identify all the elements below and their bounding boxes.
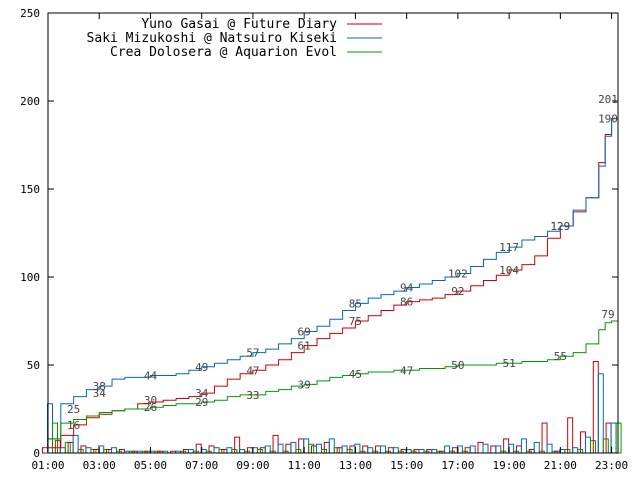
data-label-0-1: 34 <box>93 387 107 400</box>
data-label-1-5: 85 <box>349 297 362 310</box>
data-label-0-11: 201 <box>598 93 618 106</box>
data-label-1-4: 69 <box>298 326 311 339</box>
data-label-0-9: 104 <box>499 264 519 277</box>
x-tick-label-6: 13:00 <box>339 459 372 472</box>
y-tick-label-0: 0 <box>33 447 40 460</box>
data-label-1-7: 102 <box>448 267 468 280</box>
data-label-0-7: 86 <box>400 296 413 309</box>
data-label-0-0: 16 <box>67 419 80 432</box>
x-tick-label-3: 07:00 <box>185 459 218 472</box>
y-tick-label-5: 250 <box>20 7 40 20</box>
data-label-1-8: 117 <box>499 241 519 254</box>
y-axis: 0 50 100 150 200 250 <box>20 7 618 460</box>
data-label-2-2: 29 <box>195 396 208 409</box>
data-label-2-10: 79 <box>601 308 614 321</box>
y-tick-label-2: 100 <box>20 271 40 284</box>
x-tick-label-7: 15:00 <box>390 459 423 472</box>
series-line-0 <box>48 99 619 449</box>
x-tick-label-5: 11:00 <box>288 459 321 472</box>
series-line-1 <box>48 118 618 440</box>
bar-2-44 <box>615 422 622 454</box>
data-label-2-5: 45 <box>349 368 362 381</box>
data-label-1-2: 49 <box>195 361 208 374</box>
x-tick-label-10: 21:00 <box>544 459 577 472</box>
x-tick-label-0: 01:00 <box>31 459 64 472</box>
x-tick-label-1: 03:00 <box>83 459 116 472</box>
lines-layer <box>48 99 619 449</box>
data-label-1-6: 94 <box>400 282 414 295</box>
data-label-0-10: 129 <box>550 220 570 233</box>
x-tick-label-4: 09:00 <box>236 459 269 472</box>
x-tick-label-8: 17:00 <box>441 459 474 472</box>
data-label-0-2: 30 <box>144 394 157 407</box>
data-label-2-3: 33 <box>246 389 259 402</box>
series-line-2 <box>48 313 619 440</box>
data-label-0-5: 61 <box>298 340 311 353</box>
data-label-1-3: 57 <box>246 347 259 360</box>
data-label-2-0: 25 <box>67 403 80 416</box>
y-tick-label-1: 50 <box>27 359 40 372</box>
data-label-2-1: 26 <box>144 401 157 414</box>
x-tick-label-11: 23:00 <box>595 459 628 472</box>
x-tick-label-2: 05:00 <box>134 459 167 472</box>
data-label-2-4: 39 <box>298 378 311 391</box>
data-label-2-6: 47 <box>400 364 413 377</box>
data-label-0-3: 34 <box>195 387 209 400</box>
data-label-1-1: 44 <box>144 370 158 383</box>
y-tick-label-3: 150 <box>20 183 40 196</box>
legend-label-0: Yuno Gasai @ Future Diary <box>141 17 337 32</box>
plot-frame <box>47 12 619 454</box>
data-label-1-9: 129 <box>550 220 570 233</box>
data-label-0-6: 75 <box>349 315 362 328</box>
data-label-2-7: 50 <box>451 359 464 372</box>
data-label-2-8: 51 <box>502 357 515 370</box>
data-label-1-10: 190 <box>598 113 618 126</box>
y-tick-label-4: 200 <box>20 95 40 108</box>
x-axis: 01:00 03:00 05:00 07:00 09:00 11:00 13:00 15:00… <box>31 13 628 472</box>
data-label-0-4: 47 <box>246 364 259 377</box>
legend-label-1: Saki Mizukoshi @ Natsuiro Kiseki <box>87 31 337 46</box>
legend-label-2: Crea Dolosera @ Aquarion Evol <box>110 45 337 60</box>
data-label-2-9: 55 <box>554 350 567 363</box>
data-label-1-0: 38 <box>93 380 106 393</box>
data-labels-layer: 16 34 30 34 47 61 75 86 92 104 129 201 38 44 49 57 69 85 9… <box>67 93 618 432</box>
x-tick-label-9: 19:00 <box>493 459 526 472</box>
data-label-0-8: 92 <box>451 285 464 298</box>
